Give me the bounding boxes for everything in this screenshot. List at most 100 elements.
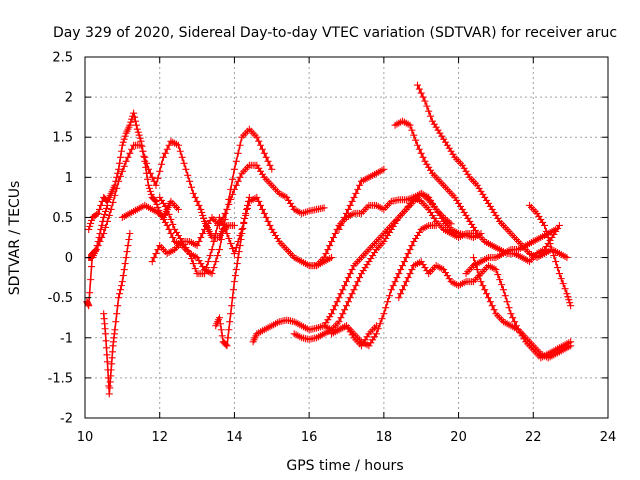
data-point-marker (378, 315, 386, 323)
data-point-marker (234, 149, 242, 157)
data-point-marker (384, 298, 392, 306)
data-point-marker (417, 89, 425, 97)
data-point-marker (509, 314, 517, 322)
data-point-marker (567, 342, 575, 350)
data-point-marker (204, 258, 212, 266)
data-point-marker (264, 157, 272, 165)
data-point-marker (212, 229, 220, 237)
data-point-marker (124, 242, 132, 250)
data-point-marker (227, 195, 235, 203)
data-point-marker (228, 302, 236, 310)
y-tick-label: 2 (65, 91, 73, 106)
data-point-marker (380, 310, 388, 318)
data-point-marker (554, 264, 562, 272)
data-point-marker (131, 117, 139, 125)
data-point-marker (404, 274, 412, 282)
data-point-marker (548, 246, 556, 254)
data-point-marker (337, 314, 345, 322)
data-point-marker (153, 200, 161, 208)
data-point-marker (314, 324, 322, 332)
series-track-3 (83, 201, 111, 310)
data-point-marker (208, 270, 216, 278)
data-point-marker (116, 286, 124, 294)
data-point-marker (120, 162, 128, 170)
data-point-marker (187, 183, 195, 191)
data-point-marker (419, 153, 427, 161)
data-point-marker (96, 229, 104, 237)
data-point-marker (87, 276, 95, 284)
series-track-10 (290, 189, 485, 343)
data-point-marker (103, 201, 111, 209)
data-point-marker (244, 197, 252, 205)
data-point-marker (483, 290, 491, 298)
data-point-marker (159, 153, 167, 161)
data-point-marker (470, 254, 478, 262)
series-trace (293, 192, 482, 341)
data-point-marker (200, 214, 208, 222)
data-point-marker (216, 320, 224, 328)
series-track-1 (85, 109, 182, 233)
data-point-marker (117, 147, 125, 155)
data-point-marker (197, 234, 205, 241)
data-point-marker (122, 157, 130, 165)
data-point-marker (235, 248, 243, 256)
data-point-marker (350, 193, 358, 201)
data-point-marker (257, 141, 265, 149)
data-point-marker (191, 193, 199, 201)
data-point-marker (210, 238, 218, 246)
data-point-marker (178, 153, 186, 161)
series-layer (83, 81, 575, 398)
series-track-4 (100, 229, 134, 398)
data-point-marker (215, 314, 223, 322)
data-point-marker (91, 247, 99, 255)
y-tick-label: -2 (60, 412, 73, 427)
data-point-marker (108, 354, 116, 362)
data-point-marker (132, 121, 140, 129)
data-point-marker (93, 242, 101, 250)
data-point-marker (260, 149, 268, 157)
data-point-marker (343, 209, 350, 217)
data-point-marker (227, 310, 235, 318)
data-point-marker (326, 242, 334, 250)
data-point-marker (253, 133, 261, 141)
data-point-marker (346, 201, 354, 209)
data-point-marker (109, 198, 117, 206)
x-tick-label: 16 (301, 430, 318, 445)
data-point-marker (195, 201, 203, 209)
data-point-marker (555, 221, 563, 229)
data-point-marker (341, 306, 349, 314)
data-point-marker (479, 282, 487, 290)
data-point-marker (567, 302, 575, 310)
data-point-marker (356, 274, 364, 282)
data-point-marker (262, 153, 270, 161)
chart-title: Day 329 of 2020, Sidereal Day-to-day VTE… (53, 25, 617, 41)
series-track-16 (413, 81, 571, 262)
data-point-marker (352, 282, 360, 290)
data-point-marker (202, 264, 210, 272)
data-point-marker (339, 286, 347, 294)
data-point-marker (189, 189, 197, 197)
data-point-marker (417, 149, 425, 157)
data-point-marker (357, 270, 365, 278)
data-point-marker (151, 196, 159, 204)
data-point-marker (206, 252, 214, 260)
data-point-marker (219, 221, 227, 229)
data-point-marker (161, 149, 169, 157)
data-point-marker (348, 266, 356, 274)
data-point-marker (400, 282, 408, 290)
data-point-marker (145, 181, 153, 189)
data-point-marker (410, 131, 418, 139)
data-point-marker (102, 344, 110, 352)
data-point-marker (511, 318, 519, 326)
data-point-marker (174, 141, 182, 149)
data-point-marker (550, 252, 558, 260)
data-point-marker (199, 229, 207, 237)
data-point-marker (195, 238, 203, 246)
data-point-marker (242, 209, 250, 217)
data-point-marker (221, 225, 229, 233)
data-point-marker (214, 252, 222, 260)
data-point-marker (348, 197, 356, 205)
data-point-marker (224, 334, 232, 342)
data-point-marker (123, 248, 131, 256)
data-point-marker (102, 223, 110, 231)
